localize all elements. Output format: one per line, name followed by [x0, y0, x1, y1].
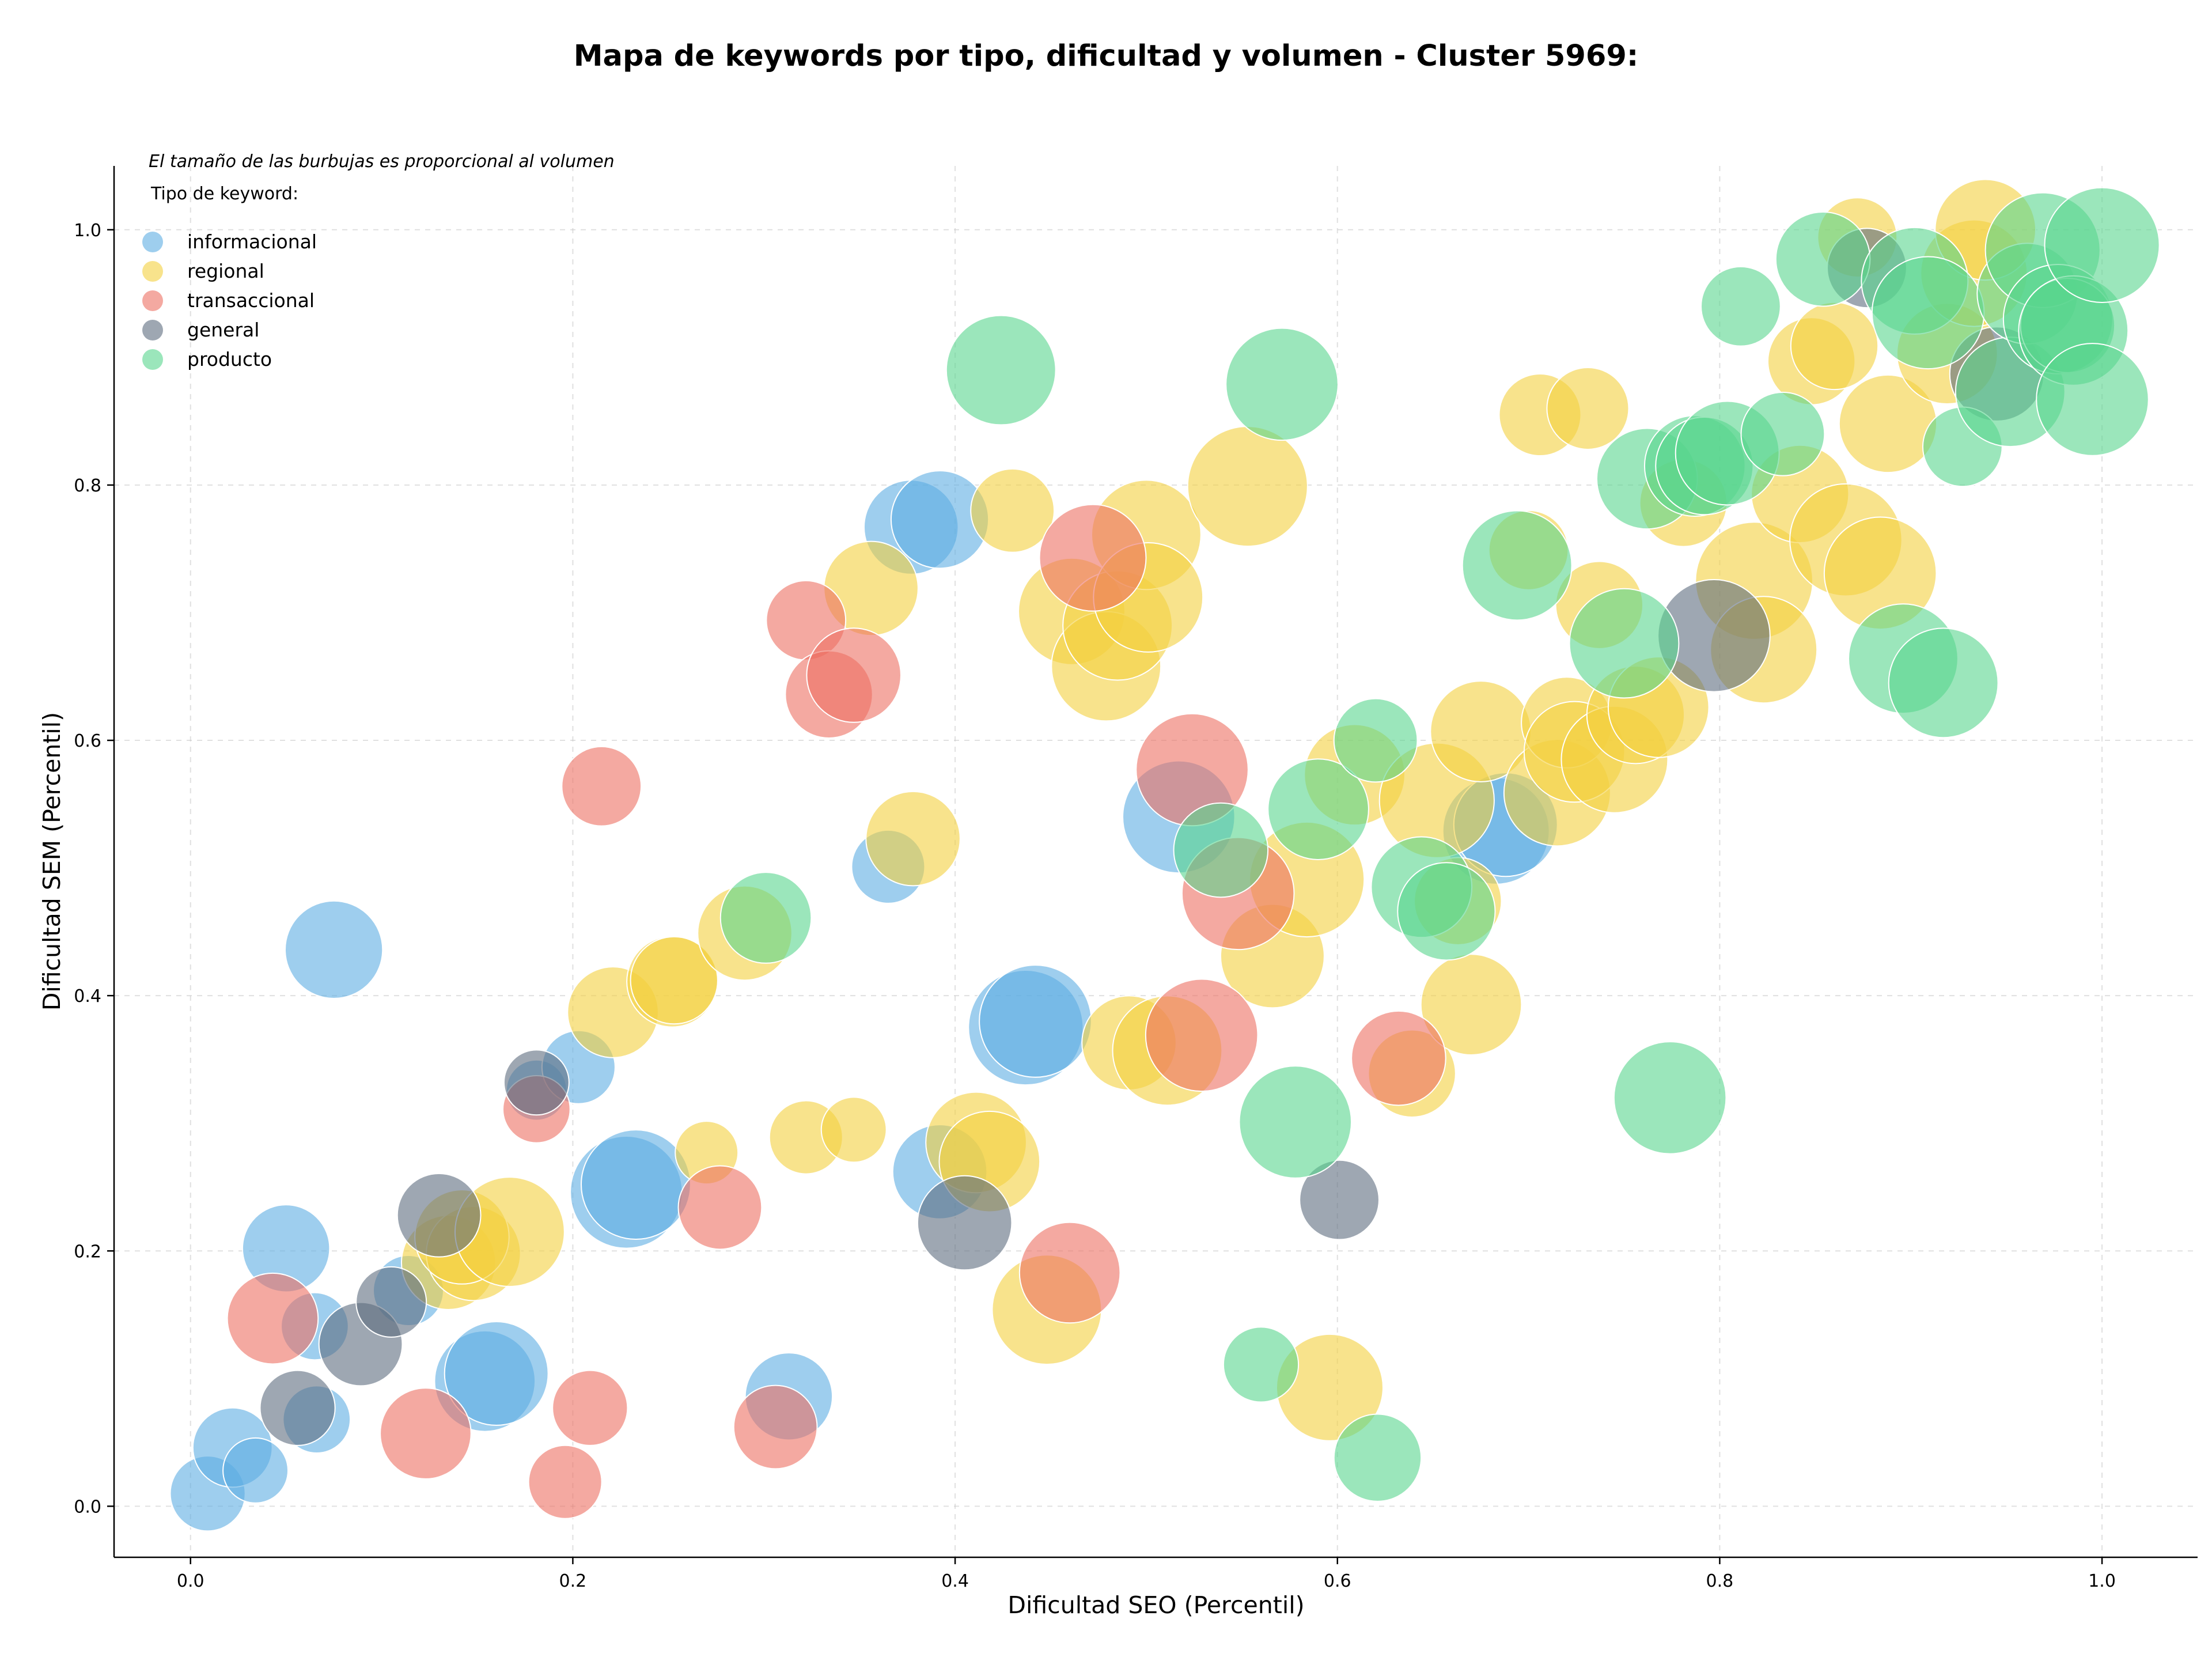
bubble-producto — [1397, 862, 1496, 961]
bubble-informacional — [222, 1437, 289, 1504]
x-tick-label: 0.2 — [559, 1571, 587, 1591]
bubble-producto — [1569, 588, 1680, 699]
bubble-regional — [1790, 301, 1879, 391]
bubble-producto — [1173, 802, 1269, 898]
legend-marker-producto — [142, 349, 163, 370]
bubble-producto — [1613, 1041, 1727, 1155]
legend-marker-general — [142, 320, 163, 340]
bubble-transaccional — [1039, 504, 1147, 612]
legend-title: Tipo de keyword: — [150, 184, 298, 204]
bubble-general — [396, 1172, 482, 1258]
legend-label-general: general — [187, 319, 259, 341]
legend-label-informacional: informacional — [187, 230, 317, 253]
legend-marker-regional — [142, 261, 163, 282]
bubble-general — [503, 1049, 570, 1116]
x-tick-label: 0.6 — [1324, 1571, 1351, 1591]
bubble-regional — [970, 468, 1055, 553]
bubble-transaccional — [226, 1272, 319, 1365]
y-tick-label: 0.0 — [74, 1497, 101, 1517]
y-tick-label: 0.8 — [74, 476, 101, 496]
bubble-transaccional — [528, 1444, 603, 1519]
x-axis-label: Dificultad SEO (Percentil) — [1007, 1591, 1304, 1619]
bubble-producto — [2036, 343, 2149, 456]
bubble-producto — [1461, 510, 1573, 621]
bubble-general — [1299, 1159, 1380, 1240]
bubble-producto — [1238, 1065, 1353, 1179]
bubble-transaccional — [552, 1369, 628, 1446]
axes — [113, 166, 2198, 1558]
y-axis-label: Dificultad SEM (Percentil) — [38, 712, 66, 1011]
legend-label-transaccional: transaccional — [187, 289, 315, 312]
bubble-producto — [1871, 256, 1985, 370]
bubble-producto — [1333, 698, 1418, 783]
bubble-transaccional — [561, 746, 642, 827]
bubble-general — [259, 1369, 336, 1446]
bubble-informacional — [580, 1129, 691, 1240]
bubble-layer — [169, 179, 2160, 1532]
bubble-transaccional — [1018, 1221, 1121, 1324]
bubble-regional — [865, 790, 961, 887]
bubble-producto — [1888, 627, 1999, 739]
bubble-producto — [1333, 1413, 1422, 1502]
bubble-producto — [1740, 391, 1825, 476]
bubble-general — [355, 1266, 427, 1338]
legend-items: informacional regional transaccional genera… — [142, 230, 317, 370]
bubble-regional — [820, 1096, 887, 1163]
legend-label-regional: regional — [187, 260, 264, 282]
legend-note: El tamaño de las burbujas es proporciona… — [149, 152, 615, 172]
legend-marker-informacional — [142, 232, 163, 252]
bubble-regional — [630, 936, 718, 1025]
bubble-producto — [2044, 187, 2160, 303]
legend: El tamaño de las burbujas es proporciona… — [142, 152, 615, 370]
x-tick-label: 0.0 — [177, 1571, 204, 1591]
legend-label-producto: producto — [187, 348, 272, 370]
y-tick-label: 0.6 — [74, 731, 101, 751]
legend-marker-transaccional — [142, 290, 163, 311]
bubble-transaccional — [806, 627, 902, 723]
bubble-transaccional — [677, 1165, 763, 1250]
bubble-informacional — [284, 900, 384, 999]
bubble-transaccional — [380, 1387, 472, 1480]
x-tick-label: 1.0 — [2088, 1571, 2116, 1591]
bubble-producto — [1222, 1326, 1300, 1403]
chart-title: Mapa de keywords por tipo, dificultad y … — [573, 39, 1639, 73]
bubble-informacional — [979, 964, 1092, 1078]
bubble-producto — [719, 872, 812, 964]
x-tick-label: 0.8 — [1706, 1571, 1734, 1591]
bubble-producto — [1775, 211, 1871, 307]
y-tick-label: 0.2 — [74, 1242, 101, 1262]
x-tick-label: 0.4 — [941, 1571, 969, 1591]
y-tick-label: 1.0 — [74, 221, 101, 241]
bubble-regional — [1187, 426, 1308, 547]
ticks: 0.0 0.2 0.4 0.6 0.8 1.0 0.0 0.2 0.4 0.6 0.8 1.0 — [74, 221, 2116, 1591]
bubble-regional — [1420, 954, 1522, 1055]
bubble-regional — [1546, 366, 1630, 450]
y-tick-label: 0.4 — [74, 986, 101, 1007]
bubble-producto — [1225, 327, 1339, 441]
bubble-transaccional — [733, 1384, 818, 1470]
bubble-general — [916, 1175, 1013, 1271]
bubble-producto — [945, 315, 1056, 426]
bubble-producto — [1267, 758, 1369, 860]
bubble-informacional — [444, 1321, 549, 1426]
bubble-producto — [1700, 266, 1781, 347]
bubble-transaccional — [1351, 1010, 1446, 1106]
bubble-transaccional — [1145, 978, 1259, 1092]
